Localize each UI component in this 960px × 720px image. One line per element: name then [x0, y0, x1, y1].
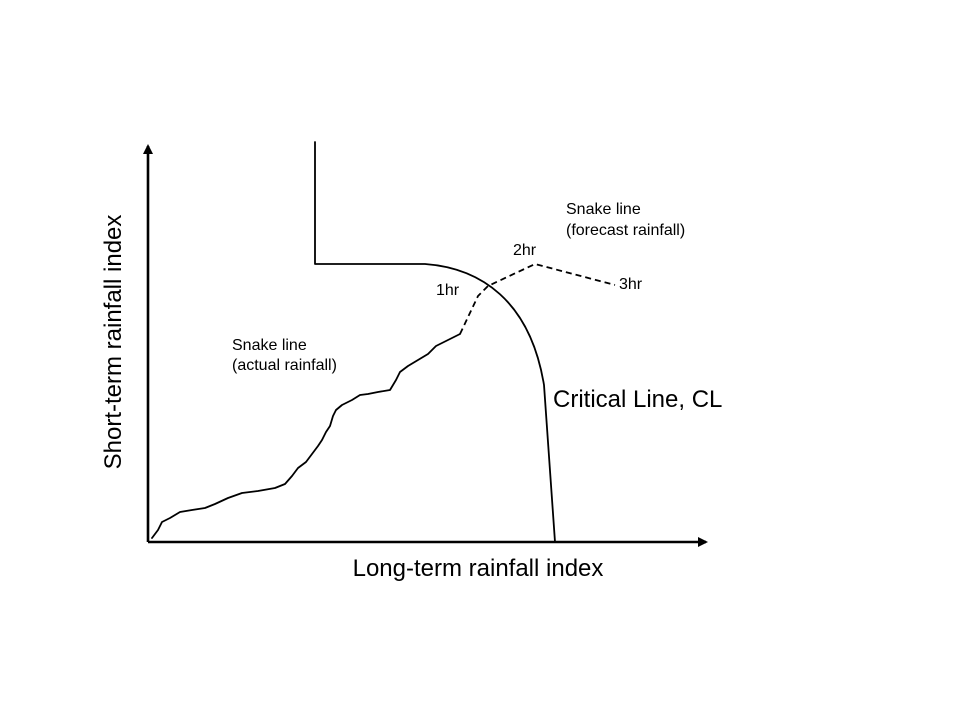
- snake-actual-label-line1: Snake line: [232, 337, 307, 354]
- step-label-1hr: 1hr: [436, 282, 460, 299]
- critical-line: [314, 141, 556, 543]
- step-label-2hr: 2hr: [513, 242, 537, 259]
- y-axis-label: Short-term rainfall index: [100, 215, 127, 470]
- snake-actual-label-line2: (actual rainfall): [232, 357, 337, 374]
- step-label-3hr: 3hr: [619, 276, 643, 293]
- x-axis-label: Long-term rainfall index: [353, 555, 604, 582]
- snake-forecast-label-line1: Snake line: [566, 201, 641, 218]
- snake-forecast-label-line2: (forecast rainfall): [566, 222, 685, 239]
- snake-line-forecast: [459, 263, 616, 335]
- critical-line-label: Critical Line, CL: [553, 386, 722, 413]
- snake-line-actual: [151, 333, 461, 539]
